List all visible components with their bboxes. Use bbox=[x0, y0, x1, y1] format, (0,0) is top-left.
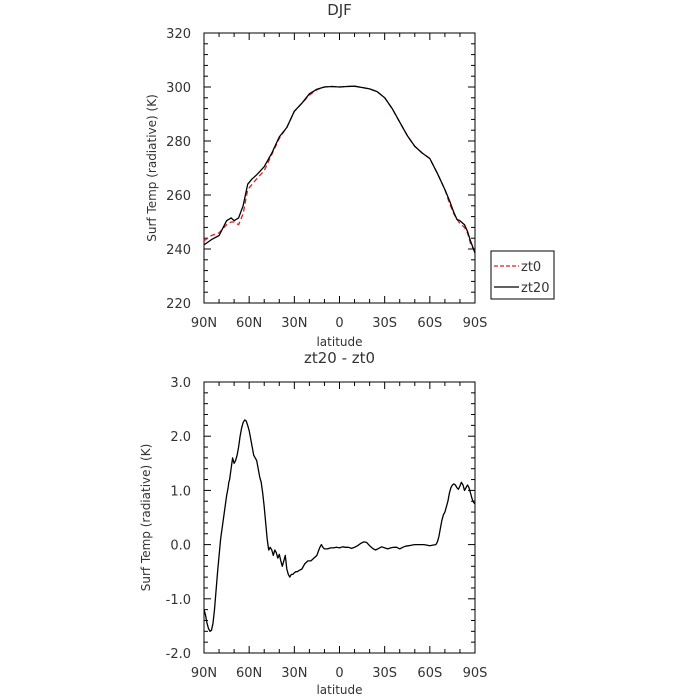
y-tick-label: 220 bbox=[166, 297, 191, 312]
x-tick-label: 90S bbox=[463, 316, 488, 331]
x-tick-label: 60S bbox=[417, 666, 442, 681]
y-tick-label: 0.0 bbox=[170, 539, 191, 554]
x-tick-label: 0 bbox=[335, 666, 343, 681]
chart-title: zt20 - zt0 bbox=[304, 349, 375, 367]
x-tick-label: 30N bbox=[281, 316, 307, 331]
x-tick-label: 60N bbox=[236, 316, 262, 331]
x-tick-label: 60N bbox=[236, 666, 262, 681]
plot-frame bbox=[203, 381, 476, 654]
x-tick-label: 30N bbox=[281, 666, 307, 681]
y-tick-label: 320 bbox=[166, 27, 191, 42]
y-axis-label: Surf Temp (radiative) (K) bbox=[145, 94, 159, 242]
x-tick-label: 0 bbox=[335, 316, 343, 331]
y-tick-label: 3.0 bbox=[170, 376, 191, 391]
legend-label-zt20: zt20 bbox=[521, 281, 549, 296]
chart-title: DJF bbox=[327, 1, 352, 19]
legend-box bbox=[490, 250, 555, 300]
y-tick-label: 2.0 bbox=[170, 430, 191, 445]
legend: zt0 zt20 bbox=[490, 250, 555, 300]
y-axis-label: Surf Temp (radiative) (K) bbox=[139, 444, 153, 592]
legend-label-zt0: zt0 bbox=[521, 260, 541, 275]
x-tick-label: 90N bbox=[191, 666, 217, 681]
y-tick-label: 240 bbox=[166, 243, 191, 258]
y-tick-label: 280 bbox=[166, 135, 191, 150]
y-tick-label: -2.0 bbox=[166, 647, 191, 662]
x-tick-label: 30S bbox=[372, 316, 397, 331]
x-tick-label: 90S bbox=[463, 666, 488, 681]
chart-panel-2: 90N 60N 30N 0 30S 60S 90S -2.0 -1.0 0.0 1.0 2.0 3.0 z… bbox=[139, 349, 487, 697]
y-tick-label: 300 bbox=[166, 81, 191, 96]
y-tick-label: 1.0 bbox=[170, 484, 191, 499]
x-axis-label: latitude bbox=[316, 683, 362, 697]
series-line-series-1 bbox=[203, 419, 476, 632]
series-line-zt0 bbox=[203, 85, 476, 253]
x-tick-label: 90N bbox=[191, 316, 217, 331]
x-tick-label: 30S bbox=[372, 666, 397, 681]
y-tick-label: -1.0 bbox=[166, 593, 191, 608]
x-tick-label: 60S bbox=[417, 316, 442, 331]
y-tick-label: 260 bbox=[166, 189, 191, 204]
x-axis-label: latitude bbox=[316, 335, 362, 349]
chart-panel-1: 90N 60N 30N 0 30S 60S 90S 220 240 260 280 300 320 DJF… bbox=[145, 1, 555, 349]
series-line-zt20 bbox=[203, 85, 476, 254]
